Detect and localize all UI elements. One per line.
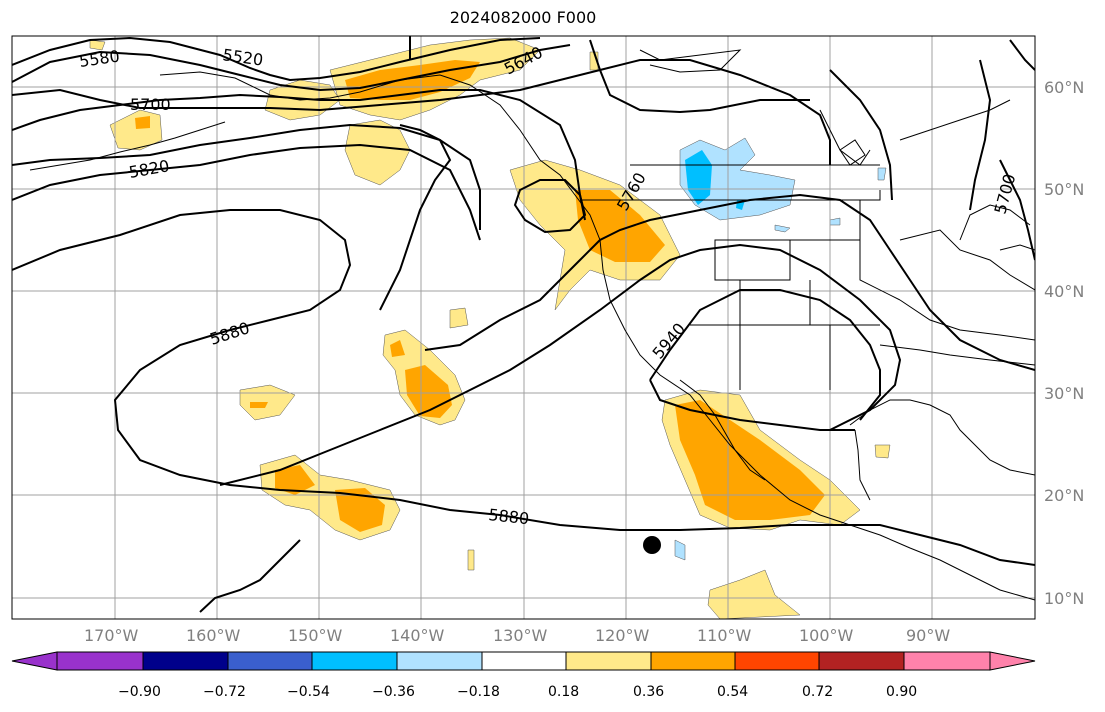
colorbar-tick-label: 0.18 (548, 684, 580, 700)
lon-label: 130°W (493, 626, 548, 645)
storm-marker (643, 536, 661, 554)
lon-label: 90°W (906, 626, 951, 645)
lat-label: 50°N (1044, 180, 1085, 199)
lat-label: 60°N (1044, 78, 1085, 97)
lon-label: 170°W (84, 626, 139, 645)
lon-label: 150°W (288, 626, 343, 645)
colorbar-tick-label: −0.54 (287, 684, 330, 700)
colorbar-extend-low (11, 651, 58, 671)
coastlines (29, 49, 1035, 601)
colorbar-tick-label: −0.36 (372, 684, 415, 700)
map-title: 2024082000 F000 (449, 8, 597, 27)
colorbar (11, 651, 1036, 671)
colorbar-tick-label: 0.72 (802, 684, 834, 700)
colorbar-tick-label: −0.90 (118, 684, 161, 700)
lon-label: 120°W (595, 626, 650, 645)
lat-label: 30°N (1044, 384, 1085, 403)
colorbar-extend-high (989, 651, 1036, 671)
colorbar-tick-label: 0.36 (633, 684, 665, 700)
lon-label: 160°W (186, 626, 241, 645)
contour-label: 5880 (488, 505, 530, 528)
lat-label: 10°N (1044, 589, 1085, 608)
lat-label: 40°N (1044, 282, 1085, 301)
lon-label: 100°W (799, 626, 854, 645)
colorbar-tick-label: −0.18 (457, 684, 500, 700)
contour-label: 5700 (130, 95, 171, 114)
colorbar-tick-label: 0.90 (886, 684, 918, 700)
lon-label: 110°W (697, 626, 752, 645)
height-contours (12, 36, 1035, 613)
lon-label: 140°W (390, 626, 445, 645)
map-frame (11, 35, 1036, 620)
lat-label: 20°N (1044, 486, 1085, 505)
colorbar-tick-label: −0.72 (203, 684, 246, 700)
colorbar-tick-label: 0.54 (717, 684, 749, 700)
